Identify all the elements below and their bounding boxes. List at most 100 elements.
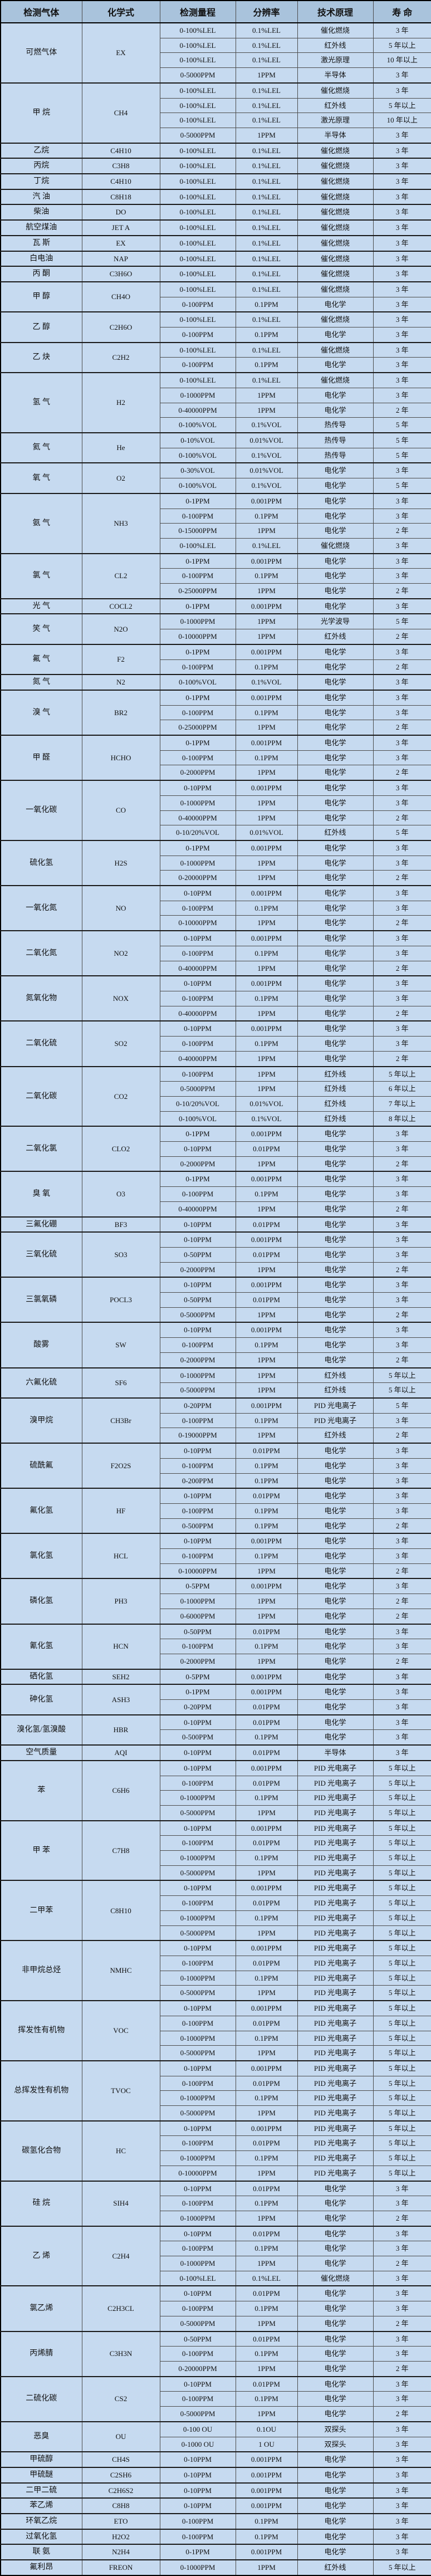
- formula-cell: BF3: [81, 1216, 160, 1233]
- principle-cell: 电化学: [297, 1653, 374, 1670]
- table-row: 0-15000PPM 1PPM 电化学 2 年: [1, 523, 431, 539]
- table-row: 0-100PPM 0.1PPM 电化学 3 年: [1, 1458, 431, 1474]
- formula-cell: OU: [81, 2421, 160, 2452]
- resolution-cell: 0.1PPM: [235, 750, 298, 766]
- principle-cell: 红外线: [297, 1367, 374, 1384]
- principle-cell: PID 光电离子: [297, 1880, 374, 1896]
- resolution-cell: 1PPM: [235, 523, 298, 539]
- lifespan-cell: 3 年: [373, 1337, 431, 1353]
- table-row: 0-100PPM 0.1PPM 电化学 3 年: [1, 991, 431, 1006]
- gas-name-cell: 二甲二硫: [0, 2482, 82, 2499]
- resolution-cell: 1PPM: [235, 855, 298, 871]
- lifespan-cell: 3 年: [373, 930, 431, 946]
- principle-cell: 催化燃烧: [297, 250, 374, 267]
- formula-cell: HCHO: [81, 735, 160, 781]
- lifespan-cell: 3 年: [373, 341, 431, 358]
- gas-name-cell: 苯: [0, 1759, 82, 1821]
- header-gas: 检测气体: [0, 0, 82, 23]
- lifespan-cell: 2 年: [373, 1608, 431, 1625]
- resolution-cell: 0.001PPM: [235, 2482, 298, 2499]
- resolution-cell: 1PPM: [235, 1653, 298, 1670]
- range-cell: 0-40000PPM: [159, 1201, 236, 1218]
- principle-cell: 电化学: [297, 750, 374, 766]
- lifespan-cell: 3 年: [373, 2330, 431, 2347]
- gas-name-cell: 白电油: [0, 250, 82, 267]
- resolution-cell: 1PPM: [235, 1593, 298, 1609]
- gas-name-cell: 挥发性有机物: [0, 2000, 82, 2061]
- table-row: 光 气 COCL2 0-1PPM 0.001PPM 电化学 3 年: [0, 598, 431, 614]
- range-cell: 0-1000PPM: [159, 1593, 236, 1609]
- formula-cell: C2SH6: [81, 2466, 160, 2484]
- resolution-cell: 1PPM: [235, 720, 298, 736]
- table-row: 0-100PPM 0.1PPM 电化学 3 年: [1, 508, 431, 524]
- lifespan-cell: 5 年以上: [373, 1367, 431, 1384]
- range-cell: 0-100PPM: [159, 900, 236, 916]
- table-row: 恶臭 OU 0-100 OU 0.1OU 双探头 3 年: [0, 2421, 431, 2452]
- resolution-cell: 0.001PPM: [235, 2544, 298, 2560]
- formula-cell: HBR: [81, 1714, 160, 1746]
- table-row: 0-100%VOL 0.1%VOL 热传导 5 年: [1, 447, 431, 463]
- range-cell: 0-10PPM: [159, 1277, 236, 1293]
- range-cell: 0-10PPM: [159, 1940, 236, 1957]
- range-cell: 0-5000PPM: [159, 2406, 236, 2422]
- principle-cell: 电化学: [297, 2256, 374, 2271]
- principle-cell: 电化学: [297, 1473, 374, 1489]
- principle-cell: 光学波导: [297, 613, 374, 630]
- lifespan-cell: 10 年以上: [373, 52, 431, 69]
- table-row: 氟化氢 HF 0-10PPM 0.01PPM 电化学 3 年: [0, 1488, 431, 1534]
- range-cell: 0-100 OU: [159, 2421, 236, 2437]
- gas-name-cell: 二氧化碳: [0, 1065, 82, 1127]
- lifespan-cell: 3 年: [373, 281, 431, 297]
- range-cell: 0-100PPM: [159, 508, 236, 524]
- resolution-cell: 1PPM: [235, 1050, 298, 1067]
- table-row: 乙 炔 C2H2 0-100%LEL 0.1%LEL 催化燃烧 3 年: [0, 341, 431, 373]
- resolution-cell: 0.01PPM: [235, 1141, 298, 1157]
- principle-cell: 电化学: [297, 1020, 374, 1037]
- gas-name-cell: 氦 气: [0, 432, 82, 463]
- lifespan-cell: 3 年: [373, 1412, 431, 1429]
- resolution-cell: 0.01PPM: [235, 1247, 298, 1263]
- table-row: 0-1000PPM 1PPM 电化学 2 年: [1, 1593, 431, 1609]
- formula-cell: NMHC: [81, 1940, 160, 2001]
- range-cell: 0-10PPM: [159, 2497, 236, 2514]
- range-cell: 0-100%LEL: [159, 188, 236, 205]
- principle-cell: PID 光电离子: [297, 2015, 374, 2031]
- lifespan-cell: 3 年: [373, 1744, 431, 1761]
- table-row: 0-5000PPM 1PPM 电化学 2 年: [1, 1307, 431, 1323]
- range-cell: 0-100PPM: [159, 2015, 236, 2031]
- table-row: 0-1000PPM 0.1PPM PID 光电离子 5 年以上: [1, 1850, 431, 1866]
- principle-cell: 催化燃烧: [297, 204, 374, 221]
- lifespan-cell: 3 年: [373, 991, 431, 1006]
- principle-cell: 催化燃烧: [297, 188, 374, 205]
- principle-cell: 电化学: [297, 2528, 374, 2545]
- lifespan-cell: 2 年: [373, 2406, 431, 2422]
- range-cell: 0-100%VOL: [159, 417, 236, 433]
- table-row: 甲 烷 CH4 0-100%LEL 0.1%LEL 催化燃烧 3 年: [0, 82, 431, 144]
- range-cell: 0-5000PPM: [159, 1925, 236, 1941]
- table-row: 0-2000PPM 1PPM 电化学 2 年: [1, 765, 431, 781]
- range-cell: 0-10%VOL: [159, 432, 236, 448]
- table-row: 氰化氢 HCN 0-50PPM 0.01PPM 电化学 3 年: [0, 1623, 431, 1670]
- resolution-cell: 0.001PPM: [235, 2497, 298, 2514]
- lifespan-cell: 3 年: [373, 945, 431, 961]
- resolution-cell: 0.1PPM: [235, 2346, 298, 2362]
- range-cell: 0-50PPM: [159, 2330, 236, 2347]
- formula-cell: POCL3: [81, 1277, 160, 1323]
- table-row: 二硫化碳 CS2 0-10PPM 0.01PPM 电化学 3 年: [0, 2375, 431, 2422]
- gas-name-cell: 总挥发性有机物: [0, 2060, 82, 2122]
- resolution-cell: 0.01PPM: [235, 2135, 298, 2152]
- lifespan-cell: 5 年以上: [373, 1065, 431, 1082]
- lifespan-cell: 3 年: [373, 266, 431, 282]
- principle-cell: 电化学: [297, 1684, 374, 1700]
- lifespan-cell: 2 年: [373, 960, 431, 976]
- range-cell: 0-10PPM: [159, 1216, 236, 1233]
- range-cell: 0-10PPM: [159, 2285, 236, 2302]
- table-row: 0-40000PPM 1PPM 电化学 2 年: [1, 402, 431, 418]
- table-row: 0-1000PPM 0.1PPM PID 光电离子 5 年以上: [1, 2030, 431, 2046]
- lifespan-cell: 5 年以上: [373, 1985, 431, 2001]
- resolution-cell: 0.1%LEL: [235, 113, 298, 128]
- lifespan-cell: 3 年: [373, 2180, 431, 2197]
- resolution-cell: 0.1%LEL: [235, 173, 298, 190]
- range-cell: 0-500PPM: [159, 1729, 236, 1746]
- principle-cell: 电化学: [297, 357, 374, 373]
